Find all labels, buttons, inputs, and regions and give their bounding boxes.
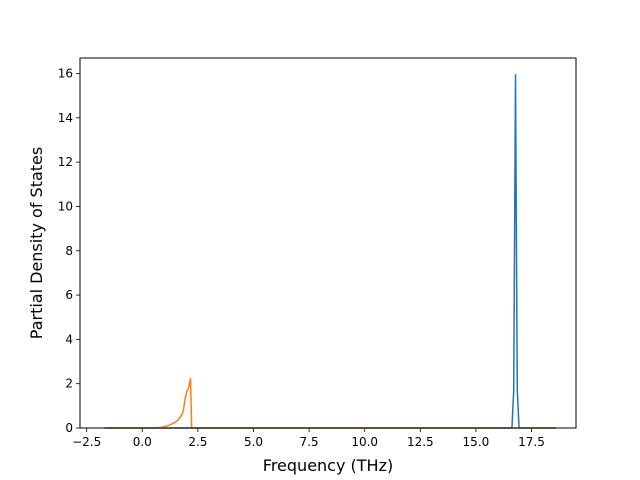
x-axis-label: Frequency (THz) [263,456,393,475]
x-axis: −2.5 0.0 2.5 5.0 7.5 10.0 12.5 15.0 17.5 [72,428,545,449]
x-tick-label: 7.5 [300,435,319,449]
y-tick-label: 4 [65,332,73,346]
x-tick-label: 0.0 [133,435,152,449]
y-tick-label: 16 [58,67,73,81]
plot-frame [79,57,577,429]
x-tick-label: 12.5 [407,435,434,449]
series-line-1 [104,73,556,429]
y-tick-label: 12 [58,155,73,169]
series-layer [104,73,556,429]
y-tick-label: 0 [65,421,73,435]
y-axis: 0 2 4 6 8 10 12 14 16 [58,67,80,435]
y-tick-label: 14 [58,111,73,125]
x-tick-label: 17.5 [518,435,545,449]
y-axis-label: Partial Density of States [27,147,46,339]
series-line-2 [104,377,556,429]
x-tick-label: 15.0 [463,435,490,449]
y-tick-label: 6 [65,288,73,302]
y-tick-label: 10 [58,199,73,213]
y-tick-label: 8 [65,244,73,258]
x-tick-label: 5.0 [244,435,263,449]
x-tick-label: −2.5 [72,435,101,449]
x-tick-label: 2.5 [188,435,207,449]
y-tick-label: 2 [65,377,73,391]
x-tick-label: 10.0 [351,435,378,449]
